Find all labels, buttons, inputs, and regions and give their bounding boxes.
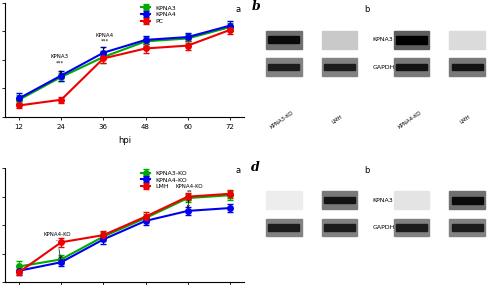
- Legend: KPNA3-KO, KPNA4-KO, LMH: KPNA3-KO, KPNA4-KO, LMH: [140, 169, 188, 191]
- Bar: [324, 197, 355, 203]
- Bar: [450, 191, 485, 209]
- Bar: [322, 58, 357, 76]
- Bar: [266, 31, 302, 49]
- Bar: [268, 36, 300, 43]
- Bar: [266, 58, 302, 76]
- Bar: [450, 219, 485, 236]
- Bar: [396, 224, 427, 231]
- Bar: [394, 191, 430, 209]
- Text: GAPDH: GAPDH: [372, 225, 395, 230]
- Bar: [452, 197, 483, 204]
- Text: b: b: [251, 1, 260, 13]
- Text: KPNA3: KPNA3: [372, 198, 394, 203]
- Text: KPNA4
***: KPNA4 ***: [96, 33, 114, 49]
- Text: b: b: [364, 5, 369, 14]
- Text: a: a: [236, 166, 241, 175]
- Text: b: b: [364, 166, 369, 175]
- Text: GAPDH: GAPDH: [372, 64, 395, 70]
- Bar: [396, 64, 427, 70]
- Bar: [322, 191, 357, 209]
- Bar: [324, 64, 355, 70]
- Bar: [322, 31, 357, 49]
- Text: LMH: LMH: [332, 114, 344, 125]
- Text: LMH: LMH: [460, 114, 472, 125]
- Text: KPNA3
***: KPNA3 ***: [50, 54, 68, 74]
- Text: a: a: [236, 5, 241, 14]
- Bar: [452, 64, 483, 70]
- Text: KPNA4-KO: KPNA4-KO: [398, 110, 423, 130]
- Bar: [324, 224, 355, 231]
- Text: d: d: [251, 161, 260, 174]
- Bar: [268, 224, 300, 231]
- Bar: [266, 219, 302, 236]
- Bar: [322, 219, 357, 236]
- Text: KPNA3-KO: KPNA3-KO: [270, 110, 295, 130]
- Bar: [394, 31, 430, 49]
- Bar: [266, 191, 302, 209]
- Bar: [450, 31, 485, 49]
- Legend: KPNA3, KPNA4, PC: KPNA3, KPNA4, PC: [140, 4, 177, 25]
- Bar: [450, 58, 485, 76]
- Text: KPNA4-KO
-: KPNA4-KO -: [43, 233, 71, 259]
- Bar: [268, 64, 300, 70]
- Text: KPNA4-KO
**: KPNA4-KO **: [176, 184, 204, 207]
- Bar: [394, 58, 430, 76]
- Bar: [396, 36, 427, 44]
- Text: KPNA3: KPNA3: [372, 37, 394, 42]
- Bar: [452, 224, 483, 231]
- Bar: [394, 219, 430, 236]
- X-axis label: hpi: hpi: [118, 136, 131, 145]
